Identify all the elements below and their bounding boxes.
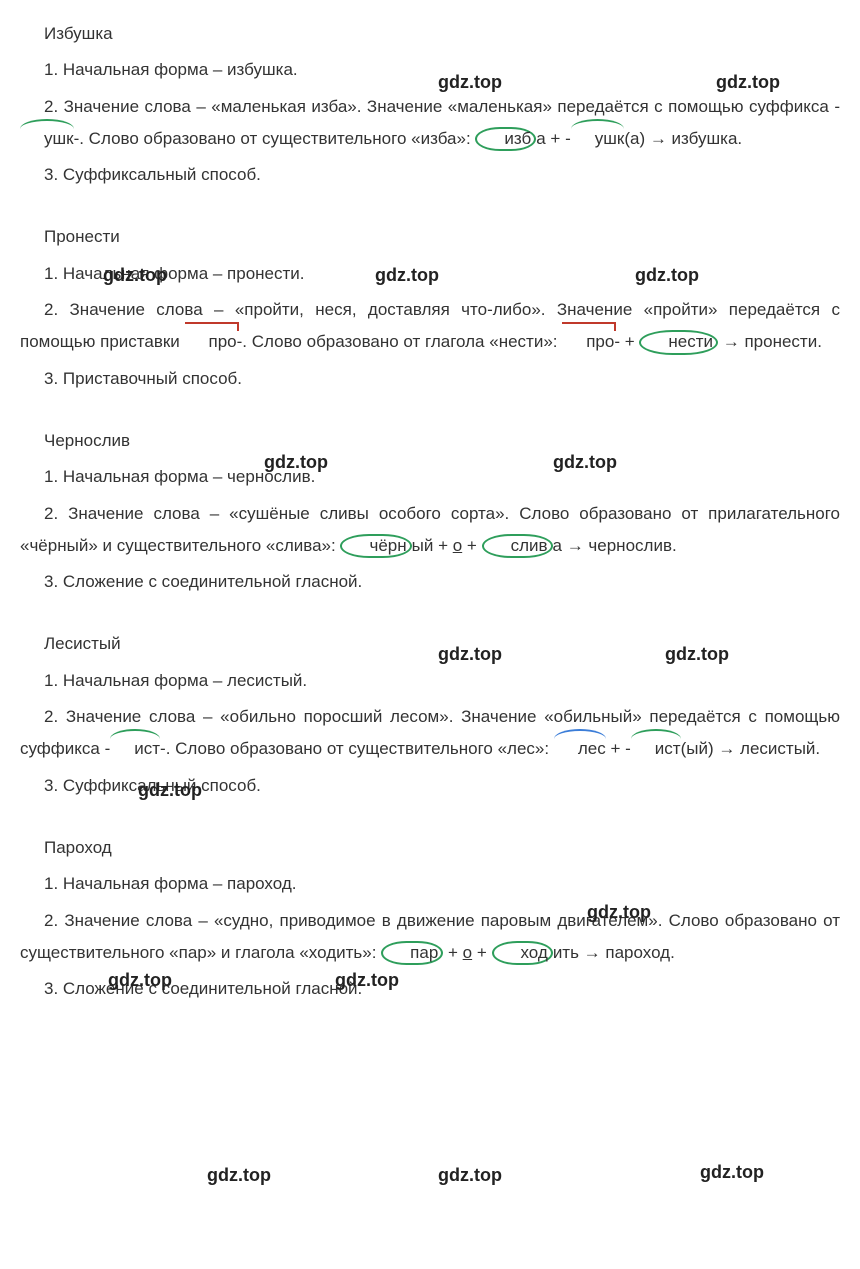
initial-form-line: 1. Начальная форма – чернослив. — [20, 461, 840, 493]
text-fragment: + - — [606, 739, 631, 758]
formation-method-line: 3. Приставочный способ. — [20, 363, 840, 395]
word-analysis-block: Лесистый 1. Начальная форма – лесистый. … — [20, 628, 840, 801]
word-title: Пронести — [20, 221, 840, 253]
text-fragment: а → чернослив. — [553, 536, 677, 555]
text-fragment: ый + — [412, 536, 453, 555]
text-fragment: -. Слово образовано от существительного … — [74, 129, 476, 148]
suffix-morpheme: ист — [110, 733, 160, 765]
text-fragment: -. Слово образовано от существительного … — [160, 739, 554, 758]
initial-form-line: 1. Начальная форма – избушка. — [20, 54, 840, 86]
text-fragment: + — [472, 943, 491, 962]
watermark-text: gdz.top — [207, 1158, 271, 1192]
word-title: Чернослив — [20, 425, 840, 457]
initial-form-line: 1. Начальная форма – лесистый. — [20, 665, 840, 697]
watermark-text: gdz.top — [438, 1158, 502, 1192]
prefix-morpheme: про — [562, 326, 614, 358]
text-fragment: (ый) → лесистый. — [681, 739, 821, 758]
text-fragment: + — [462, 536, 481, 555]
word-analysis-block: Чернослив 1. Начальная форма – чернослив… — [20, 425, 840, 598]
text-fragment: → пронести. — [718, 332, 822, 351]
connective-vowel: о — [453, 536, 462, 555]
formation-method-line: 3. Сложение с соединительной гласной. — [20, 973, 840, 1005]
formation-method-line: 3. Сложение с соединительной гласной. — [20, 566, 840, 598]
root-morpheme: чёрн — [340, 534, 411, 558]
meaning-line: 2. Значение слова – «обильно поросший ле… — [20, 701, 840, 766]
text-fragment: -. Слово образовано от глагола «нести»: — [237, 332, 563, 351]
initial-form-line: 1. Начальная форма – пронести. — [20, 258, 840, 290]
root-morpheme: нести — [639, 330, 718, 354]
text-fragment: ить → пароход. — [553, 943, 675, 962]
root-morpheme: изб — [475, 127, 536, 151]
word-analysis-block: Пароход 1. Начальная форма – пароход. 2.… — [20, 832, 840, 1005]
word-analysis-block: Пронести 1. Начальная форма – пронести. … — [20, 221, 840, 394]
word-analysis-block: Избушка 1. Начальная форма – избушка. 2.… — [20, 18, 840, 191]
root-morpheme: пар — [381, 941, 443, 965]
text-fragment: а + - — [536, 129, 571, 148]
suffix-morpheme: ист — [631, 733, 681, 765]
suffix-morpheme: ушк — [20, 123, 74, 155]
connective-vowel: о — [463, 943, 472, 962]
watermark-text: gdz.top — [700, 1155, 764, 1189]
text-fragment: (а) → избушка. — [624, 129, 742, 148]
word-title: Лесистый — [20, 628, 840, 660]
formation-method-line: 3. Суффиксальный способ. — [20, 770, 840, 802]
word-title: Пароход — [20, 832, 840, 864]
text-fragment: + — [443, 943, 462, 962]
initial-form-line: 1. Начальная форма – пароход. — [20, 868, 840, 900]
root-morpheme: ход — [492, 941, 553, 965]
word-title: Избушка — [20, 18, 840, 50]
root-morpheme: лес — [554, 733, 606, 765]
prefix-morpheme: про — [185, 326, 237, 358]
formation-method-line: 3. Суффиксальный способ. — [20, 159, 840, 191]
text-fragment: 2. Значение слова – «маленькая изба». Зн… — [44, 97, 840, 116]
root-morpheme: слив — [482, 534, 553, 558]
suffix-morpheme: ушк — [571, 123, 625, 155]
meaning-line: 2. Значение слова – «маленькая изба». Зн… — [20, 91, 840, 156]
meaning-line: 2. Значение слова – «судно, приводимое в… — [20, 905, 840, 970]
meaning-line: 2. Значение слова – «сушёные сливы особо… — [20, 498, 840, 563]
text-fragment: - + — [614, 332, 639, 351]
meaning-line: 2. Значение слова – «пройти, неся, доста… — [20, 294, 840, 359]
